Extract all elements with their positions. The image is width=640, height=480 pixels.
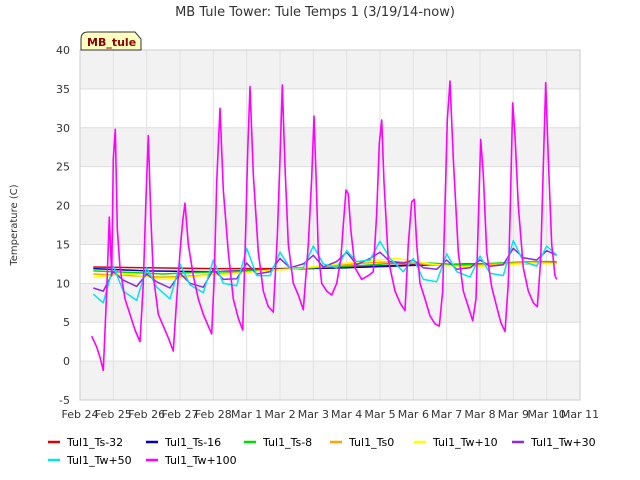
x-tick-label: Mar 1	[231, 408, 262, 421]
y-tick-label: -5	[59, 394, 70, 407]
x-tick-label: Mar 4	[331, 408, 362, 421]
legend-label: Tul1_Ts-32	[66, 436, 123, 449]
y-tick-label: 20	[56, 200, 70, 213]
plot-band	[80, 205, 580, 245]
legend-item: Tul1_Ts-8	[244, 436, 312, 449]
legend: Tul1_Ts-32 Tul1_Ts-16 Tul1_Ts-8 Tul1_Ts0 Tul…	[48, 436, 596, 467]
y-tick-label: 0	[63, 355, 70, 368]
chart-title: MB Tule Tower: Tule Temps 1 (3/19/14-now…	[175, 5, 455, 20]
legend-item: Tul1_Ts-16	[146, 436, 221, 449]
legend-item: Tul1_Tw+30	[512, 436, 596, 449]
y-axis-ticks: -5 0 5 10 15 20 25 30 35 40	[56, 44, 70, 407]
series-line-tul1-tw-30	[93, 247, 558, 292]
x-tick-label: Mar 6	[398, 408, 429, 421]
plot-bands	[80, 50, 580, 400]
x-tick-label: Mar 5	[364, 408, 395, 421]
x-tick-label: Mar 7	[431, 408, 462, 421]
legend-label: Tul1_Ts-8	[262, 436, 312, 449]
badge-label: MB_tule	[87, 36, 136, 49]
y-tick-label: 10	[56, 277, 70, 290]
y-tick-label: 15	[56, 238, 70, 251]
series-lines	[90, 80, 558, 372]
x-tick-label: Feb 25	[95, 408, 132, 421]
plot-band	[80, 283, 580, 323]
x-tick-label: Mar 3	[298, 408, 329, 421]
legend-item: Tul1_Tw+50	[48, 454, 132, 467]
series-line-tul1-tw-50	[92, 239, 558, 304]
x-tick-label: Feb 26	[128, 408, 165, 421]
legend-item: Tul1_Tw+100	[146, 454, 237, 467]
x-tick-label: Feb 24	[62, 408, 99, 421]
legend-label: Tul1_Tw+100	[164, 454, 237, 467]
plot-frame	[79, 49, 581, 401]
x-tick-label: Mar 8	[464, 408, 495, 421]
plot-band	[80, 50, 580, 89]
legend-item: Tul1_Ts-32	[48, 436, 123, 449]
legend-label: Tul1_Tw+30	[530, 436, 596, 449]
legend-label: Tul1_Ts0	[348, 436, 394, 449]
legend-label: Tul1_Tw+10	[432, 436, 498, 449]
legend-label: Tul1_Tw+50	[66, 454, 132, 467]
y-tick-label: 25	[56, 161, 70, 174]
x-tick-label: Mar 9	[498, 408, 529, 421]
plot-band	[80, 361, 580, 400]
station-badge: MB_tule	[80, 31, 142, 51]
legend-item: Tul1_Ts0	[330, 436, 394, 449]
x-tick-label: Mar 10	[528, 408, 566, 421]
x-tick-label: Mar 11	[561, 408, 599, 421]
plot-band	[80, 127, 580, 167]
y-axis-label: Temperature (C)	[9, 184, 20, 266]
y-tick-label: 30	[56, 122, 70, 135]
x-tick-label: Feb 28	[195, 408, 232, 421]
y-tick-label: 35	[56, 83, 70, 96]
legend-label: Tul1_Ts-16	[164, 436, 221, 449]
x-tick-label: Feb 27	[162, 408, 199, 421]
x-tick-label: Mar 2	[264, 408, 295, 421]
series-line-tul1-tw-100	[90, 80, 558, 372]
y-tick-label: 40	[56, 44, 70, 57]
y-tick-label: 5	[63, 316, 70, 329]
badge-shape	[80, 31, 142, 51]
legend-item: Tul1_Tw+10	[414, 436, 498, 449]
